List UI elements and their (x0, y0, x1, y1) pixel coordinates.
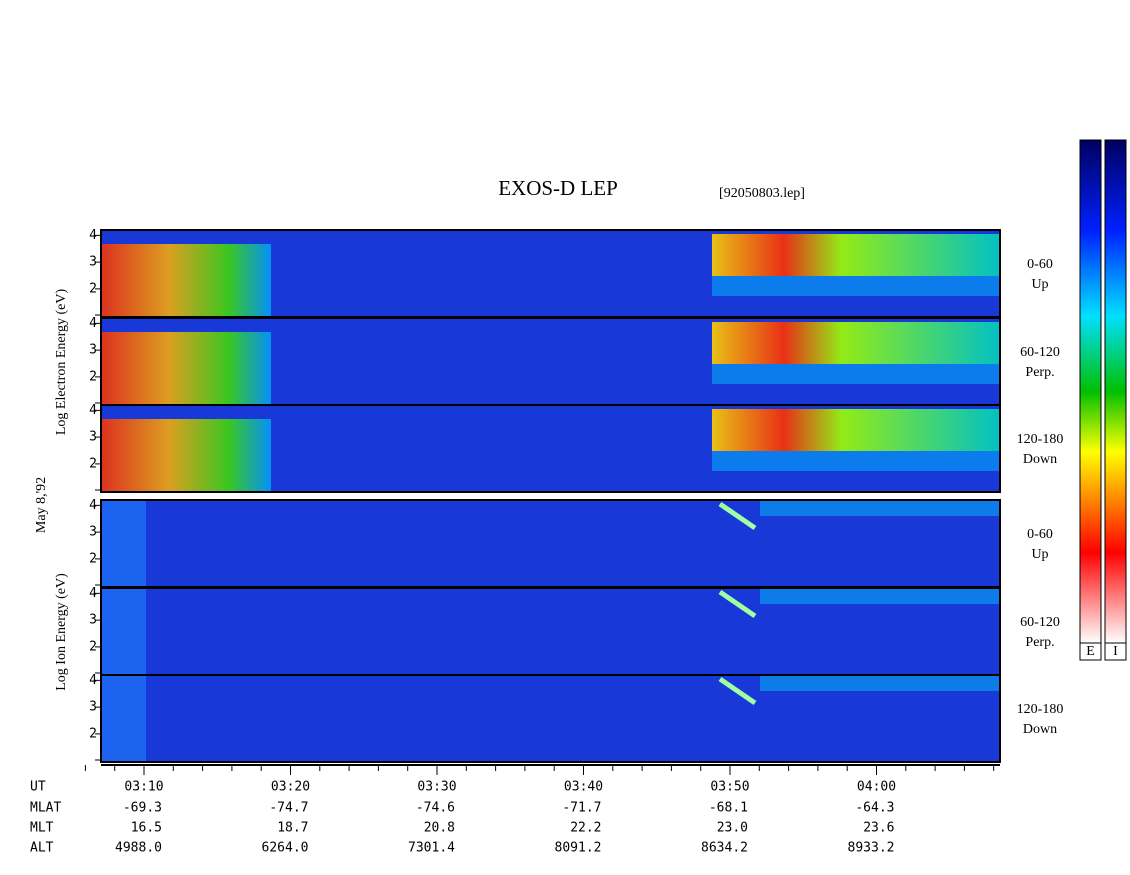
y-tick-label: 3 (89, 525, 97, 540)
y-tick-label: 4 (89, 316, 97, 331)
ephemeris-value: -74.7 (269, 801, 308, 816)
spectrogram-background (101, 500, 1000, 587)
y-tick-label: 2 (89, 369, 97, 384)
direction-label: Down (1023, 452, 1057, 467)
y-tick-label: 3 (89, 430, 97, 445)
direction-label: Up (1031, 547, 1048, 562)
ephemeris-value: 03:30 (417, 780, 456, 795)
angle-label: 120-180 (1017, 702, 1064, 717)
ephemeris-label: UT (30, 780, 46, 795)
direction-label: Perp. (1025, 365, 1054, 380)
ephemeris-value: 23.6 (863, 821, 894, 836)
y-tick-label: 2 (89, 281, 97, 296)
spectrogram-band (760, 500, 1000, 516)
ephemeris-value: 20.8 (424, 821, 455, 836)
ephemeris-value: 23.0 (717, 821, 748, 836)
ephemeris-value: -64.3 (855, 801, 894, 816)
y-tick-label: 2 (89, 726, 97, 741)
y-tick-label: 3 (89, 343, 97, 358)
spectrogram-hot-region (101, 332, 271, 405)
ephemeris-value: 4988.0 (115, 841, 162, 856)
color-bar (1104, 139, 1127, 644)
file-name: [92050803.lep] (719, 186, 805, 201)
spectrogram-band (101, 588, 146, 675)
ephemeris-value: -74.6 (416, 801, 455, 816)
y-tick-label: 3 (89, 700, 97, 715)
spectrogram-band (760, 675, 1000, 691)
ephemeris-value: -71.7 (562, 801, 601, 816)
spectrogram-background (101, 588, 1000, 675)
spectrogram-band (712, 364, 1000, 384)
y-tick-label: 4 (89, 403, 97, 418)
y-tick-label: 4 (89, 498, 97, 513)
ephemeris-value: -68.1 (709, 801, 748, 816)
color-bar-box (1104, 642, 1127, 661)
ephemeris-value: 03:20 (271, 780, 310, 795)
spectrogram-hot-region (712, 322, 1000, 364)
electron-y-label: Log Electron Energy (eV) (54, 289, 69, 436)
spectrogram-hot-region (712, 409, 1000, 451)
spectrogram-hot-region (101, 419, 271, 492)
panel-frame (100, 404, 1001, 493)
direction-label: Perp. (1025, 635, 1054, 650)
ephemeris-label: ALT (30, 841, 54, 856)
y-tick-label: 4 (89, 228, 97, 243)
title: EXOS-D LEP (498, 176, 618, 200)
spectrogram-background (101, 675, 1000, 762)
angle-label: 60-120 (1020, 345, 1060, 360)
color-bar-box (1079, 642, 1102, 661)
ephemeris-value: 8933.2 (848, 841, 895, 856)
ephemeris-value: 6264.0 (262, 841, 309, 856)
spectrogram-band (760, 588, 1000, 604)
y-tick-label: 2 (89, 456, 97, 471)
angle-label: 120-180 (1017, 432, 1064, 447)
spectrogram-band (712, 276, 1000, 296)
ephemeris-value: 03:10 (124, 780, 163, 795)
date-label: May 8,'92 (34, 477, 49, 533)
y-tick-label: 3 (89, 613, 97, 628)
ephemeris-value: 16.5 (131, 821, 162, 836)
ephemeris-value: 03:50 (710, 780, 749, 795)
direction-label: Up (1031, 277, 1048, 292)
color-bar (1079, 139, 1102, 644)
ephemeris-value: 8091.2 (555, 841, 602, 856)
spectrogram-streak (718, 501, 757, 531)
ephemeris-value: 8634.2 (701, 841, 748, 856)
color-bar-label: E (1086, 644, 1095, 659)
panel-frame (100, 674, 1001, 763)
direction-label: Down (1023, 722, 1057, 737)
ephemeris-value: 7301.4 (408, 841, 455, 856)
y-tick-label: 2 (89, 639, 97, 654)
ion-y-label: Log Ion Energy (eV) (54, 573, 69, 691)
y-tick-label: 3 (89, 255, 97, 270)
ephemeris-value: -69.3 (123, 801, 162, 816)
y-tick-label: 2 (89, 551, 97, 566)
spectrogram-hot-region (101, 244, 271, 317)
y-tick-label: 4 (89, 586, 97, 601)
angle-label: 0-60 (1027, 527, 1053, 542)
spectrogram-hot-region (712, 234, 1000, 276)
ephemeris-label: MLT (30, 821, 54, 836)
angle-label: 60-120 (1020, 615, 1060, 630)
y-tick-label: 4 (89, 673, 97, 688)
spectrogram-streak (718, 676, 757, 706)
ephemeris-value: 04:00 (857, 780, 896, 795)
spectrogram-band (712, 451, 1000, 471)
ephemeris-label: MLAT (30, 801, 61, 816)
color-bar-label: I (1113, 644, 1118, 659)
spectrogram-streak (718, 589, 757, 619)
spectrogram-band (101, 500, 146, 587)
ephemeris-value: 22.2 (570, 821, 601, 836)
ephemeris-value: 18.7 (277, 821, 308, 836)
ephemeris-value: 03:40 (564, 780, 603, 795)
angle-label: 0-60 (1027, 257, 1053, 272)
spectrogram-band (101, 675, 146, 762)
